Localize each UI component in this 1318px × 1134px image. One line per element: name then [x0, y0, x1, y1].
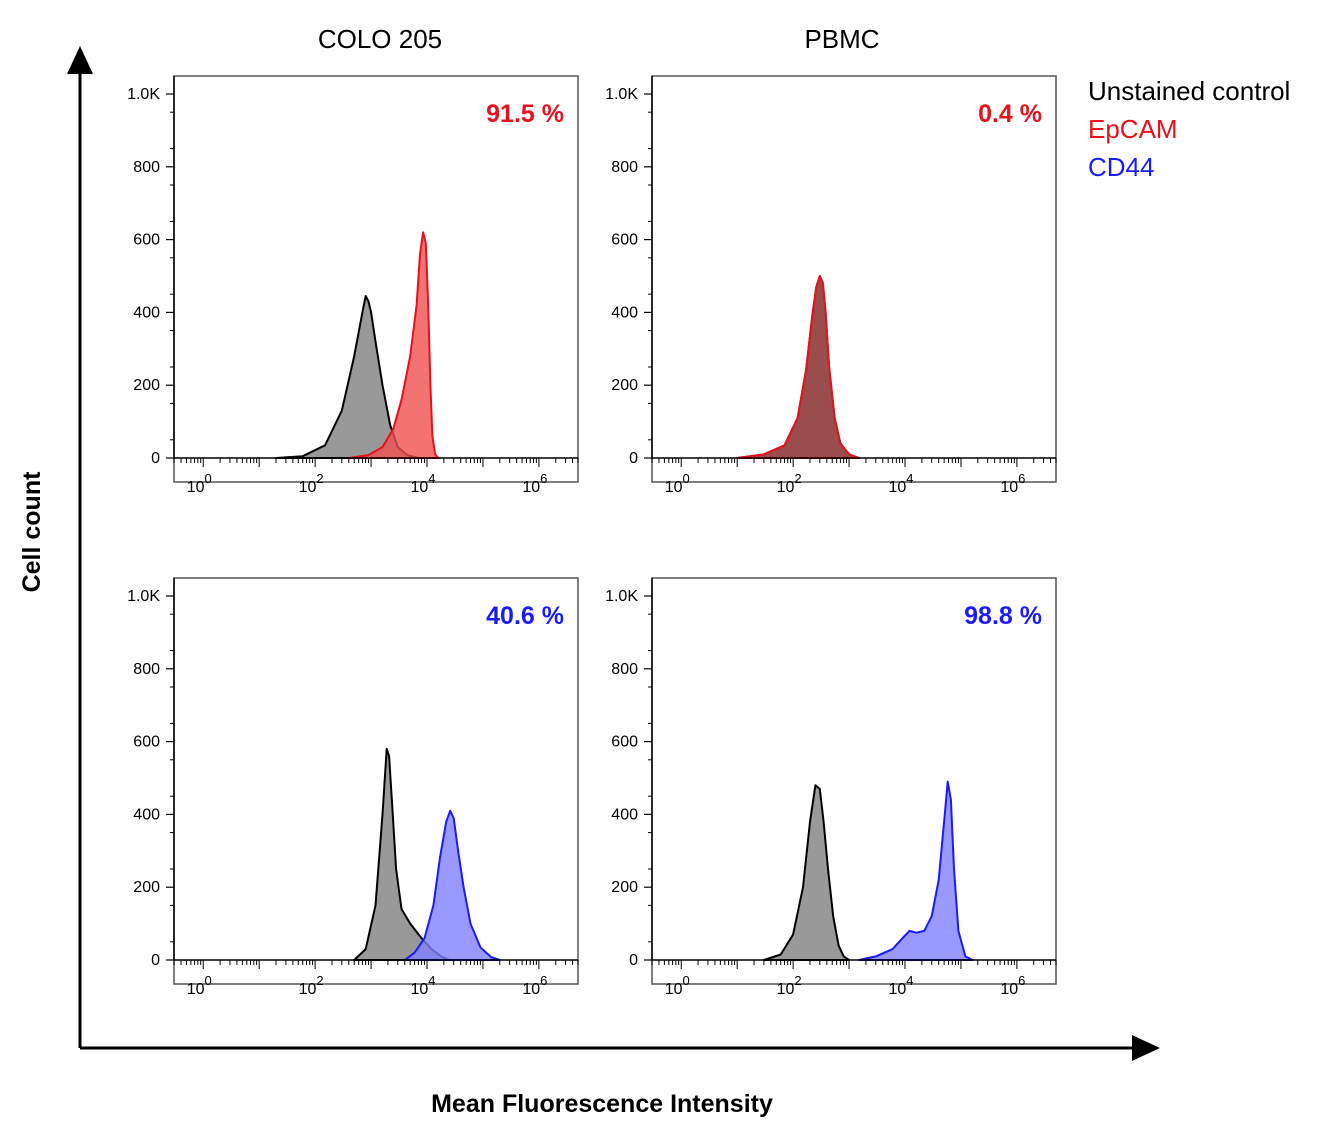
x-tick-label: 100: [187, 973, 212, 998]
y-tick-label: 200: [133, 377, 160, 394]
histogram-panel-4: 100 102 104 106 0 200 400 600 800 1.0K 98.8 %: [605, 577, 1057, 998]
column-title-pbmc: PBMC: [804, 24, 879, 54]
y-tick-label: 800: [133, 661, 160, 678]
y-tick-label: 1.0K: [605, 588, 638, 605]
histogram-series-epcam: [736, 275, 860, 459]
x-tick-label: 102: [777, 973, 802, 998]
legend-epcam: EpCAM: [1088, 114, 1178, 144]
x-tick-label: 106: [1000, 471, 1025, 496]
y-tick-label: 600: [611, 734, 638, 751]
x-tick-label: 102: [299, 973, 324, 998]
legend-cd44: CD44: [1088, 152, 1154, 182]
y-tick-label: 1.0K: [127, 86, 160, 103]
y-tick-label: 200: [611, 879, 638, 896]
x-tick-label: 100: [187, 471, 212, 496]
y-tick-label: 400: [611, 806, 638, 823]
x-tick-label: 104: [889, 973, 914, 998]
x-tick-label: 106: [522, 973, 547, 998]
percent-label: 91.5 %: [486, 100, 564, 128]
histogram-series-cd44: [403, 809, 501, 961]
histogram-series-epcam: [347, 231, 440, 459]
y-axis-arrow-head: [67, 46, 93, 74]
x-tick-label: 102: [777, 471, 802, 496]
y-tick-label: 400: [133, 806, 160, 823]
x-tick-label: 100: [665, 973, 690, 998]
x-tick-label: 106: [1000, 973, 1025, 998]
histogram-panel-3: 100 102 104 106 0 200 400 600 800 1.0K 40.6 %: [127, 577, 579, 998]
y-tick-label: 0: [629, 450, 638, 467]
y-tick-label: 1.0K: [605, 86, 638, 103]
y-tick-label: 600: [611, 232, 638, 249]
x-tick-label: 102: [299, 471, 324, 496]
x-tick-label: 104: [889, 471, 914, 496]
x-axis-title: Mean Fluorescence Intensity: [431, 1090, 773, 1118]
histogram-series-cd44: [857, 780, 974, 961]
histogram-panel-1: 100 102 104 106 0 200 400 600 800 1.0K 91.5 %: [127, 75, 579, 496]
histogram-series-unstained-control: [762, 784, 851, 961]
panel-frame: [651, 75, 1057, 483]
y-tick-label: 0: [151, 952, 160, 969]
legend-unstained: Unstained control: [1088, 76, 1290, 106]
x-tick-label: 104: [411, 973, 436, 998]
column-title-colo205: COLO 205: [318, 24, 442, 54]
y-tick-label: 0: [629, 952, 638, 969]
x-tick-label: 106: [522, 471, 547, 496]
y-tick-label: 200: [611, 377, 638, 394]
y-tick-label: 800: [611, 661, 638, 678]
x-tick-label: 104: [411, 471, 436, 496]
y-tick-label: 0: [151, 450, 160, 467]
percent-label: 40.6 %: [486, 602, 564, 630]
y-tick-label: 1.0K: [127, 588, 160, 605]
x-axis-arrow-head: [1132, 1035, 1160, 1061]
y-tick-label: 600: [133, 232, 160, 249]
x-tick-label: 100: [665, 471, 690, 496]
y-tick-label: 600: [133, 734, 160, 751]
y-tick-label: 400: [611, 304, 638, 321]
y-tick-label: 800: [133, 159, 160, 176]
percent-label: 98.8 %: [964, 602, 1042, 630]
y-tick-label: 800: [611, 159, 638, 176]
y-tick-label: 400: [133, 304, 160, 321]
histogram-panel-2: 100 102 104 106 0 200 400 600 800 1.0K 0.4 %: [605, 75, 1057, 496]
y-tick-label: 200: [133, 879, 160, 896]
panel-frame: [651, 577, 1057, 985]
percent-label: 0.4 %: [978, 100, 1042, 128]
y-axis-title: Cell count: [18, 471, 46, 593]
